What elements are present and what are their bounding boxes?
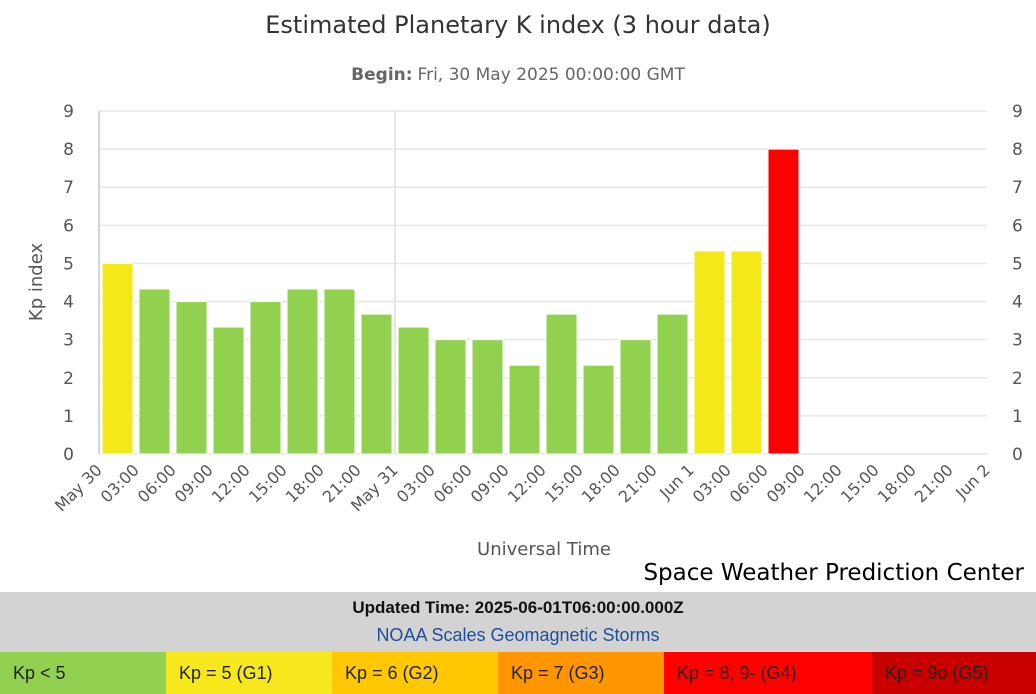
kp-bar[interactable] [101, 262, 134, 455]
x-tick-label: 18:00 [874, 460, 920, 506]
x-tick-label: 12:00 [504, 460, 550, 506]
legend-item: Kp < 5 [0, 652, 166, 694]
y-tick-label-right: 6 [1012, 216, 1023, 236]
x-tick-label: 06:00 [726, 460, 772, 506]
kp-bar[interactable] [138, 288, 171, 455]
kp-bar[interactable] [175, 301, 208, 455]
x-tick-label: 15:00 [837, 460, 883, 506]
y-tick-label-left: 8 [63, 140, 74, 160]
kp-bar[interactable] [693, 250, 726, 455]
legend-item: Kp = 7 (G3) [498, 652, 664, 694]
kp-index-chart: Estimated Planetary K index (3 hour data… [26, 11, 1023, 560]
x-tick-label: 09:00 [763, 460, 809, 506]
y-tick-label-left: 7 [63, 178, 74, 198]
kp-bar[interactable] [360, 313, 393, 455]
y-tick-label-right: 0 [1012, 445, 1023, 465]
bar-series [101, 148, 800, 455]
plot-grid [98, 110, 987, 455]
x-tick-label: 03:00 [393, 460, 439, 506]
info-band: Updated Time: 2025-06-01T06:00:00.000Z N… [0, 592, 1036, 652]
x-tick-label: 12:00 [208, 460, 254, 506]
noaa-scales-link[interactable]: NOAA Scales Geomagnetic Storms [376, 625, 660, 645]
x-axis-label: Universal Time [477, 539, 611, 560]
y-tick-label-right: 9 [1012, 102, 1023, 122]
chart-title: Estimated Planetary K index (3 hour data… [265, 11, 770, 39]
kp-bar[interactable] [730, 250, 763, 455]
y-axis-left-ticks: 0 1 2 3 4 5 6 7 8 9 [63, 102, 74, 465]
kp-bar[interactable] [545, 313, 578, 455]
kp-bar[interactable] [508, 364, 541, 455]
kp-bar[interactable] [471, 339, 504, 455]
y-axis-label: Kp index [26, 243, 47, 322]
x-tick-label: 09:00 [171, 460, 217, 506]
y-tick-label-right: 2 [1012, 369, 1023, 389]
legend-item: Kp = 9o (G5) [872, 652, 1036, 694]
subtitle-label: Begin: [351, 65, 412, 85]
x-tick-label: 12:00 [800, 460, 846, 506]
legend-item: Kp = 8, 9- (G4) [664, 652, 872, 694]
x-tick-label: 15:00 [541, 460, 587, 506]
kp-bar[interactable] [656, 313, 689, 455]
x-tick-label: 06:00 [430, 460, 476, 506]
kp-bar[interactable] [767, 148, 800, 455]
x-tick-label: 18:00 [578, 460, 624, 506]
kp-bar[interactable] [434, 339, 467, 455]
x-axis-ticks: May 3003:0006:0009:0012:0015:0018:0021:0… [51, 460, 994, 515]
legend-item: Kp = 6 (G2) [332, 652, 498, 694]
y-tick-label-left: 4 [63, 293, 74, 313]
y-tick-label-left: 9 [63, 102, 74, 122]
x-tick-label: Jun 2 [951, 460, 994, 503]
y-tick-label-right: 8 [1012, 140, 1023, 160]
y-tick-label-right: 1 [1012, 407, 1023, 427]
x-tick-label: 09:00 [467, 460, 513, 506]
x-tick-label: May 30 [51, 460, 106, 515]
y-tick-label-left: 5 [63, 254, 74, 274]
kp-bar[interactable] [323, 288, 356, 455]
y-tick-label-right: 5 [1012, 254, 1023, 274]
x-tick-label: 18:00 [282, 460, 328, 506]
y-tick-label-right: 7 [1012, 178, 1023, 198]
x-tick-label: 03:00 [689, 460, 735, 506]
x-tick-label: 15:00 [245, 460, 291, 506]
kp-bar[interactable] [582, 364, 615, 455]
kp-bar[interactable] [397, 326, 430, 455]
x-tick-label: 03:00 [97, 460, 143, 506]
x-tick-label: 21:00 [911, 460, 957, 506]
y-tick-label-left: 0 [63, 445, 74, 465]
legend-item: Kp = 5 (G1) [166, 652, 332, 694]
kp-bar[interactable] [212, 326, 245, 455]
y-tick-label-left: 6 [63, 216, 74, 236]
y-tick-label-left: 1 [63, 407, 74, 427]
y-tick-label-right: 3 [1012, 331, 1023, 351]
updated-time: Updated Time: 2025-06-01T06:00:00.000Z [352, 598, 684, 617]
kp-bar[interactable] [249, 301, 282, 455]
y-tick-label-left: 2 [63, 369, 74, 389]
kp-bar[interactable] [619, 339, 652, 455]
y-tick-label-right: 4 [1012, 293, 1023, 313]
y-tick-label-left: 3 [63, 331, 74, 351]
kp-legend: Kp < 5 Kp = 5 (G1) Kp = 6 (G2) Kp = 7 (G3) K… [0, 652, 1036, 694]
y-axis-right-ticks: 0 1 2 3 4 5 6 7 8 9 [1012, 102, 1023, 465]
chart-subtitle: Begin: Fri, 30 May 2025 00:00:00 GMT [351, 65, 685, 85]
subtitle-value: Fri, 30 May 2025 00:00:00 GMT [418, 65, 686, 85]
x-tick-label: 06:00 [134, 460, 180, 506]
credit-label: Space Weather Prediction Center [643, 560, 1024, 586]
x-tick-label: 21:00 [615, 460, 661, 506]
kp-bar[interactable] [286, 288, 319, 455]
